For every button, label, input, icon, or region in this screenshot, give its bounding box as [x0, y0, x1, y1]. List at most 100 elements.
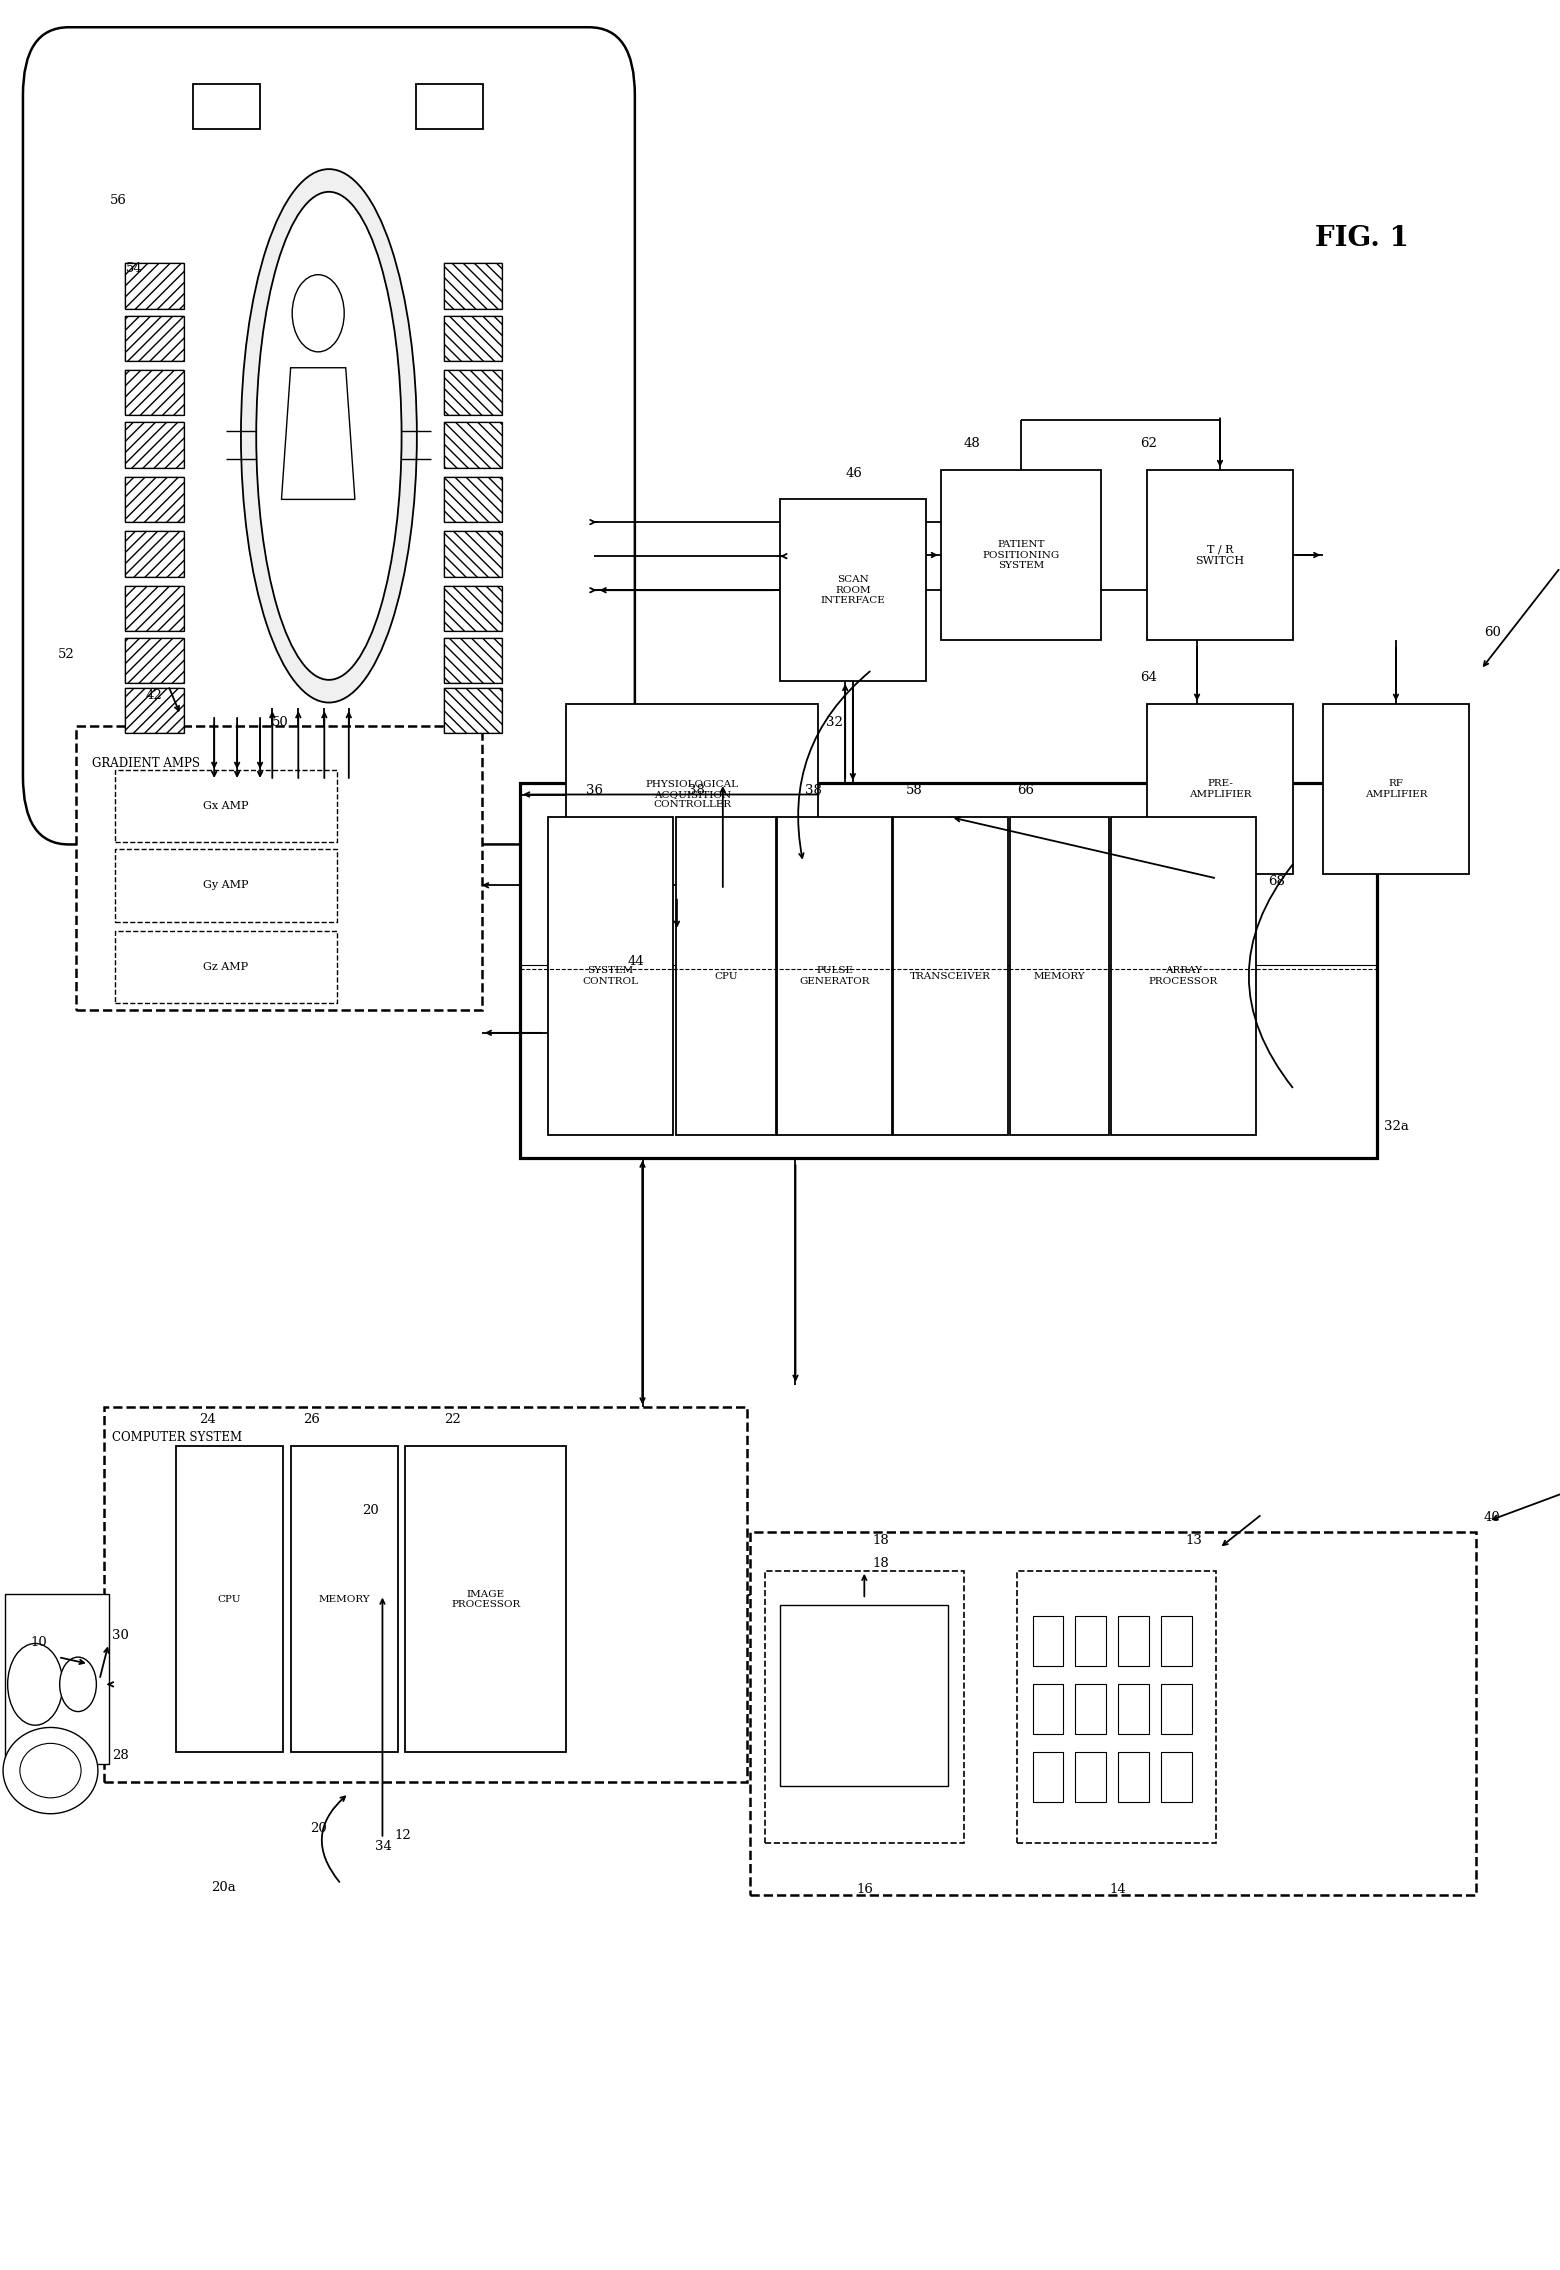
FancyBboxPatch shape	[176, 1446, 282, 1752]
Bar	[1033, 1752, 1064, 1802]
FancyBboxPatch shape	[675, 817, 775, 1135]
Text: 46: 46	[846, 468, 863, 479]
Text: 22: 22	[443, 1414, 460, 1426]
Text: 38: 38	[805, 785, 822, 797]
Bar	[443, 263, 502, 309]
Text: 38: 38	[688, 785, 705, 797]
Text: 10: 10	[31, 1637, 47, 1648]
Text: 48: 48	[964, 438, 981, 449]
Ellipse shape	[3, 1727, 98, 1814]
FancyBboxPatch shape	[894, 817, 1008, 1135]
Text: 20: 20	[362, 1505, 379, 1516]
Text: 54: 54	[125, 263, 142, 275]
FancyBboxPatch shape	[566, 704, 819, 885]
Text: 58: 58	[906, 785, 922, 797]
FancyBboxPatch shape	[290, 1446, 398, 1752]
FancyBboxPatch shape	[406, 1446, 566, 1752]
Text: 60: 60	[1484, 627, 1501, 638]
Text: FIG. 1: FIG. 1	[1315, 225, 1409, 252]
Bar	[125, 422, 184, 468]
Bar	[1075, 1684, 1106, 1734]
Circle shape	[8, 1643, 62, 1725]
FancyBboxPatch shape	[519, 783, 1377, 1158]
Bar	[443, 638, 502, 683]
Bar	[417, 84, 484, 129]
Text: 66: 66	[1017, 785, 1034, 797]
Bar	[1119, 1616, 1148, 1666]
Bar	[443, 370, 502, 415]
Bar	[1119, 1684, 1148, 1734]
FancyBboxPatch shape	[548, 817, 672, 1135]
Text: 18: 18	[872, 1535, 889, 1546]
Bar	[193, 84, 261, 129]
Text: TRANSCEIVER: TRANSCEIVER	[911, 972, 991, 981]
FancyBboxPatch shape	[941, 470, 1101, 640]
Circle shape	[292, 275, 345, 352]
Text: 34: 34	[374, 1841, 392, 1852]
Text: Gx AMP: Gx AMP	[203, 801, 248, 810]
Text: 24: 24	[198, 1414, 215, 1426]
Text: 40: 40	[1484, 1512, 1501, 1523]
FancyBboxPatch shape	[76, 726, 482, 1010]
Bar	[1033, 1684, 1064, 1734]
Bar	[443, 586, 502, 631]
Text: ARRAY
PROCESSOR: ARRAY PROCESSOR	[1148, 967, 1218, 985]
Text: MEMORY: MEMORY	[1034, 972, 1086, 981]
Bar	[780, 1605, 948, 1786]
Ellipse shape	[256, 193, 401, 681]
Text: 30: 30	[112, 1630, 128, 1641]
Text: 20: 20	[310, 1823, 328, 1834]
Bar	[443, 688, 502, 733]
Text: PRE-
AMPLIFIER: PRE- AMPLIFIER	[1189, 779, 1251, 799]
FancyBboxPatch shape	[115, 931, 337, 1003]
Bar	[5, 1594, 109, 1764]
Text: 20a: 20a	[211, 1882, 236, 1893]
Text: GRADIENT AMPS: GRADIENT AMPS	[92, 758, 200, 770]
FancyBboxPatch shape	[764, 1571, 964, 1843]
Text: CPU: CPU	[218, 1596, 242, 1603]
Text: CPU: CPU	[714, 972, 738, 981]
FancyBboxPatch shape	[115, 770, 337, 842]
Text: 14: 14	[1109, 1884, 1126, 1895]
Bar	[125, 263, 184, 309]
Text: 32a: 32a	[1384, 1121, 1409, 1133]
Text: 16: 16	[856, 1884, 874, 1895]
FancyBboxPatch shape	[1323, 704, 1468, 874]
Text: 44: 44	[627, 956, 644, 967]
Text: 68: 68	[1268, 876, 1285, 888]
Bar	[443, 422, 502, 468]
Bar	[1075, 1616, 1106, 1666]
Text: PULSE
GENERATOR: PULSE GENERATOR	[799, 967, 870, 985]
Bar	[1161, 1752, 1192, 1802]
Bar	[443, 531, 502, 577]
Bar	[1033, 1616, 1064, 1666]
Text: 62: 62	[1140, 438, 1156, 449]
Text: COMPUTER SYSTEM: COMPUTER SYSTEM	[112, 1432, 242, 1444]
Text: Gy AMP: Gy AMP	[203, 881, 248, 890]
Text: T / R
SWITCH: T / R SWITCH	[1195, 545, 1245, 565]
Text: 50: 50	[273, 717, 289, 729]
Text: RF
AMPLIFIER: RF AMPLIFIER	[1365, 779, 1427, 799]
FancyBboxPatch shape	[1009, 817, 1109, 1135]
Bar	[125, 531, 184, 577]
Text: 13: 13	[1186, 1535, 1203, 1546]
Bar	[1075, 1752, 1106, 1802]
Circle shape	[59, 1657, 97, 1712]
Text: Gz AMP: Gz AMP	[203, 962, 248, 972]
FancyBboxPatch shape	[777, 817, 892, 1135]
Bar	[125, 477, 184, 522]
Text: MEMORY: MEMORY	[318, 1596, 370, 1603]
Bar	[125, 638, 184, 683]
FancyBboxPatch shape	[1111, 817, 1256, 1135]
Bar	[1119, 1752, 1148, 1802]
Bar	[443, 477, 502, 522]
Bar	[125, 316, 184, 361]
Text: PATIENT
POSITIONING
SYSTEM: PATIENT POSITIONING SYSTEM	[983, 540, 1059, 570]
FancyBboxPatch shape	[750, 1532, 1476, 1895]
Text: 28: 28	[112, 1750, 128, 1762]
Bar	[1161, 1684, 1192, 1734]
Text: SYSTEM
CONTROL: SYSTEM CONTROL	[582, 967, 638, 985]
Text: 18: 18	[872, 1557, 889, 1571]
Text: 36: 36	[587, 785, 602, 797]
Bar	[125, 688, 184, 733]
